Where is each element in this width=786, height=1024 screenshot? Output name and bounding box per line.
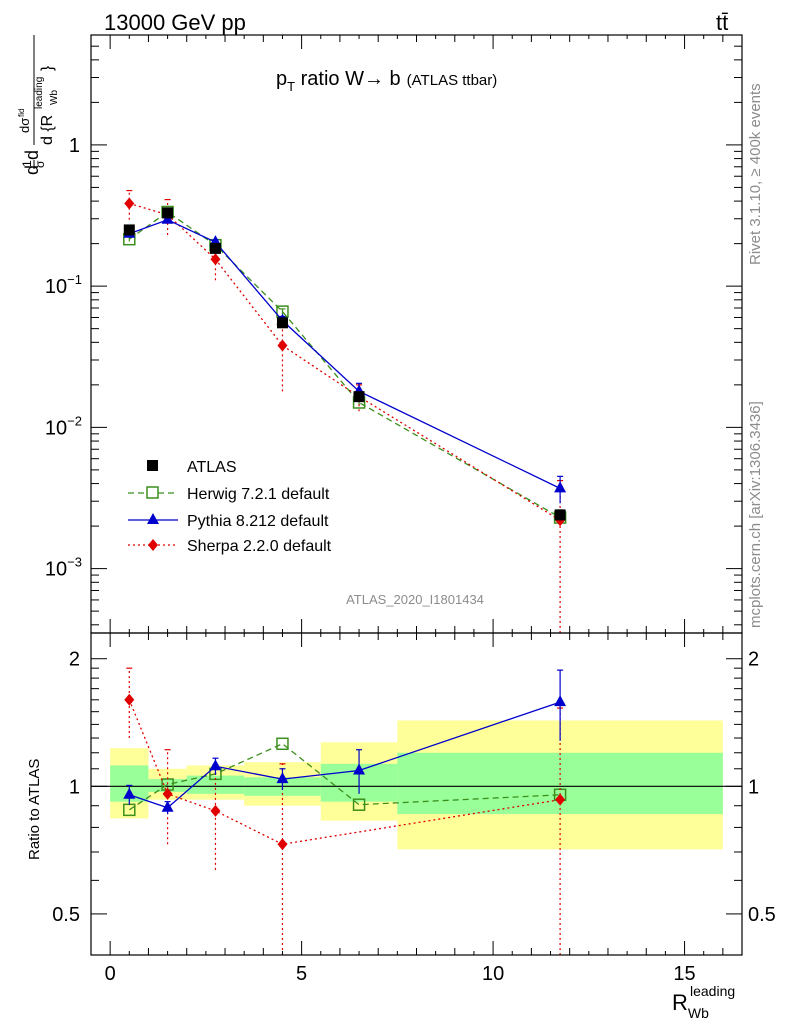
ratio-sherpa-point-marker (124, 693, 135, 706)
ratio-y-tick-label: 2 (69, 649, 80, 671)
main-ylabel: d 1 σ d dσ fid d {R leading Wb } (17, 35, 60, 175)
svg-text:d: d (22, 165, 42, 175)
svg-text:d: d (22, 150, 42, 160)
ratio-plot-marks (91, 667, 742, 955)
main-atlas-point-marker (209, 242, 221, 254)
legend-marker-pythia (147, 513, 159, 524)
main-sherpa-point-marker (277, 339, 288, 352)
title-p: p (276, 68, 287, 90)
ratio-y-tick-label-right: 0.5 (748, 904, 776, 926)
y-tick-label: 10−1 (45, 272, 82, 298)
title-rest: ratio W (295, 68, 364, 90)
ratio-sherpa-point-marker (210, 804, 221, 817)
ratio-sherpa-point-marker (555, 793, 566, 806)
legend: ATLAS Herwig 7.2.1 default Pythia 8.212 … (128, 459, 332, 555)
main-sherpa-point-marker (210, 253, 221, 266)
main-panel: 1 10−1 10−2 10−3 ATLAS_2020_I1801434 pT rat… (17, 34, 743, 634)
ratio-y-tick-label-right: 2 (748, 649, 759, 671)
main-axis-ticks: 1 10−1 10−2 10−3 (45, 34, 742, 633)
legend-label-pythia: Pythia 8.212 default (187, 513, 329, 530)
main-pythia-line (129, 219, 561, 489)
legend-label-sherpa: Sherpa 2.2.0 default (187, 538, 332, 555)
legend-entry-atlas: ATLAS (147, 459, 237, 476)
ratio-sherpa-point-marker (162, 787, 173, 800)
main-sherpa-line (129, 202, 561, 521)
svg-text:d {R: d {R (39, 115, 56, 145)
main-atlas-point-marker (162, 207, 174, 219)
svg-text:1: 1 (20, 160, 34, 167)
rivet-watermark: Rivet 3.1.10, ≥ 400k events (747, 83, 764, 265)
ratio-y-tick-label: 0.5 (52, 904, 80, 926)
ratio-herwig-point-marker (276, 737, 289, 751)
legend-entry-sherpa: Sherpa 2.2.0 default (128, 538, 332, 555)
legend-entry-herwig: Herwig 7.2.1 default (128, 486, 330, 503)
ratio-pythia-line (129, 701, 561, 809)
ratio-sherpa-point-marker (277, 838, 288, 851)
legend-entry-pythia: Pythia 8.212 default (128, 513, 329, 530)
legend-label-atlas: ATLAS (187, 459, 237, 476)
ratio-y-tick-label-right: 1 (748, 776, 759, 798)
x-tick-label: 10 (482, 963, 504, 985)
ratio-panel: 0 5 10 15 0.5 0.5 1 1 2 2 Ratio to ATLAS RWb lead… (26, 632, 776, 1021)
ratio-herwig-line (128, 743, 561, 811)
ratio-pythia-point-marker (161, 800, 174, 812)
main-atlas-point-marker (353, 391, 365, 403)
y-tick-label: 10−3 (45, 555, 82, 581)
title-sub: T (287, 79, 295, 94)
title-small: (ATLAS ttbar) (407, 72, 498, 89)
x-axis-label-main: R (672, 990, 688, 1015)
header-right-label: tt̄ (716, 10, 728, 35)
x-axis-label: RWb (672, 990, 709, 1021)
mcplots-watermark: mcplots.cern.ch [arXiv:1306.3436] (747, 401, 764, 628)
svg-text:Wb: Wb (49, 90, 60, 105)
title-b: b (384, 68, 401, 90)
plot-title: pT ratio W→ b (ATLAS ttbar) (276, 68, 497, 94)
ratio-pythia-point-marker (209, 759, 222, 771)
x-tick-label: 5 (296, 963, 307, 985)
x-tick-label: 15 (673, 963, 695, 985)
x-axis-label-sub: Wb (688, 1005, 709, 1021)
header-left-label: 13000 GeV pp (104, 10, 246, 35)
svg-text:fid: fid (17, 109, 26, 117)
analysis-id-label: ATLAS_2020_I1801434 (346, 592, 484, 607)
ratio-ylabel: Ratio to ATLAS (26, 759, 43, 860)
x-tick-label: 0 (105, 963, 116, 985)
legend-marker-sherpa (148, 539, 158, 551)
ratio-pythia-point-marker (353, 763, 366, 775)
main-sherpa-point-marker (124, 197, 135, 210)
svg-text:leading: leading (34, 77, 45, 109)
svg-text:}: } (39, 65, 56, 71)
ratio-axis-ticks: 0 5 10 15 0.5 0.5 1 1 2 2 (52, 633, 776, 985)
y-tick-label: 10−2 (45, 413, 82, 439)
title-arrow: → (364, 68, 384, 90)
main-atlas-point-marker (123, 224, 135, 236)
legend-marker-herwig (146, 486, 159, 499)
ratio-sherpa-line (128, 699, 561, 845)
ratio-pythia-point-marker (276, 772, 289, 784)
ratio-pythia-point-marker (123, 787, 136, 799)
main-atlas-point-marker (276, 317, 288, 329)
ratio-herwig-point-marker (352, 798, 366, 811)
legend-label-herwig: Herwig 7.2.1 default (187, 486, 330, 503)
main-herwig-line (128, 211, 561, 519)
y-tick-label: 1 (69, 135, 80, 157)
ratio-y-tick-label: 1 (69, 776, 80, 798)
svg-text:σ: σ (33, 160, 47, 168)
svg-text:dσ: dσ (17, 118, 32, 133)
legend-marker-atlas (147, 460, 158, 471)
x-axis-label-sup: leading (690, 983, 735, 999)
main-pythia-point-marker (554, 481, 567, 493)
main-atlas-point-marker (554, 509, 566, 521)
ratio-pythia-point-marker (554, 695, 567, 707)
main-plot-marks (123, 189, 567, 633)
